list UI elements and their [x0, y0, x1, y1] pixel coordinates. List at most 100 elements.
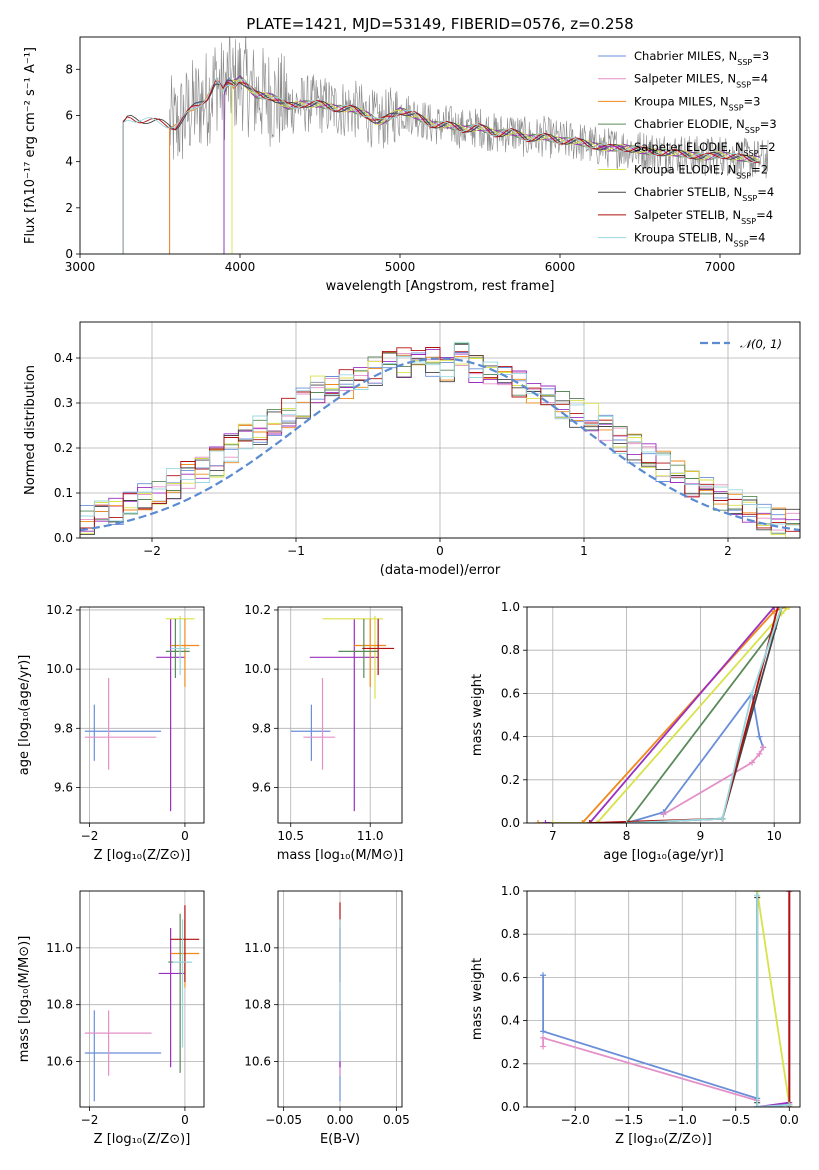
y-tick-label: 0.4 — [54, 351, 73, 365]
x-tick-label: −2 — [143, 544, 161, 558]
x-tick-label: 4000 — [225, 260, 256, 274]
x-axis-label: Z [log₁₀(Z/Z⊙)] — [94, 848, 191, 863]
weight-marker — [754, 892, 761, 899]
weight-marker — [542, 820, 549, 823]
observed-spectrum-line — [169, 37, 769, 179]
x-tick-label: 10 — [767, 829, 782, 843]
x-tick-label: 9 — [697, 829, 705, 843]
errorbar-point — [168, 913, 193, 1073]
y-tick-label: 0.6 — [501, 970, 520, 984]
y-tick-label: 0 — [65, 247, 73, 261]
plot-frame — [277, 890, 403, 1108]
y-tick-label: 0.1 — [54, 486, 73, 500]
x-axis-label: E(B-V) — [320, 1132, 360, 1147]
plot-area-age-vs-Z — [84, 615, 200, 812]
errorbar-point — [173, 919, 193, 1048]
y-tick-label: 0.0 — [501, 1100, 520, 1114]
x-tick-label: 6000 — [545, 260, 576, 274]
legend-entry: Salpeter ELODIE, NSSP=2 — [634, 140, 776, 158]
y-tick-label: 10.0 — [244, 662, 271, 676]
x-tick-label: −1 — [287, 544, 305, 558]
errorbar-point — [290, 704, 331, 761]
y-tick-label: 4 — [65, 155, 73, 169]
x-tick-label: 2 — [724, 544, 732, 558]
errorbar-point — [84, 704, 162, 761]
y-tick-label: 9.8 — [252, 721, 271, 735]
y-tick-label: 0.8 — [501, 927, 520, 941]
y-tick-label: 0.2 — [54, 441, 73, 455]
weight-marker — [660, 811, 667, 818]
weight-marker — [782, 607, 789, 610]
x-tick-label: 0 — [436, 544, 444, 558]
axes-mass-vs-Z: −2 0 10.6 10.8 11.0 Z [log₁₀(Z/Z⊙)] mass [log₁… — [17, 890, 205, 1147]
weight-marker — [540, 1028, 547, 1035]
x-axis-label: age [log₁₀(age/yr)] — [603, 848, 724, 863]
y-tick-label: 0.8 — [501, 643, 520, 657]
x-tick-label: 5000 — [385, 260, 416, 274]
y-tick-label: 9.6 — [54, 780, 73, 794]
plot-frame — [79, 890, 205, 1108]
axes-weight-vs-Z: −2.0 −1.5 −1.0 −0.5 0.0 0.0 0.2 0.4 0.6 0.8 1.0 Z [… — [470, 884, 801, 1147]
weight-marker — [774, 607, 781, 610]
y-tick-label: 10.0 — [46, 662, 73, 676]
x-tick-label: −1.0 — [668, 1113, 697, 1127]
x-tick-label: 0 — [181, 829, 189, 843]
x-tick-label: 0.00 — [327, 1113, 354, 1127]
x-tick-label: 0.05 — [383, 1113, 410, 1127]
x-axis-label: (data-model)/error — [380, 563, 501, 578]
y-tick-label: 0.4 — [501, 1014, 520, 1028]
legend-entry: Kroupa ELODIE, NSSP=2 — [634, 163, 768, 181]
plot-area-residual-histogram — [80, 341, 800, 538]
weight-marker — [535, 820, 542, 823]
plot-area-weight-vs-age — [535, 607, 792, 823]
y-tick-label: 8 — [65, 62, 73, 76]
y-tick-label: 0.0 — [501, 816, 520, 830]
weight-line — [756, 891, 791, 1105]
y-tick-label: 11.0 — [244, 941, 271, 955]
y-tick-label: 11.0 — [46, 941, 73, 955]
weight-marker — [778, 607, 785, 610]
plot-frame — [79, 606, 205, 824]
plot-area-weight-vs-Z — [540, 891, 793, 1107]
weight-marker — [756, 733, 763, 740]
y-axis-label: mass weight — [470, 958, 485, 1040]
axes-age-vs-Z: −2 0 9.6 9.8 10.0 10.2 Z [log₁₀(Z/Z⊙)] age [log… — [17, 603, 205, 863]
x-tick-label: −2.0 — [561, 1113, 590, 1127]
y-tick-label: 0.0 — [54, 531, 73, 545]
errorbar-point — [170, 905, 200, 982]
weight-marker — [540, 1043, 547, 1050]
y-tick-label: 10.2 — [244, 603, 271, 617]
y-tick-label: 10.2 — [46, 603, 73, 617]
histogram-step-line — [80, 341, 800, 538]
weight-marker — [623, 820, 630, 823]
errorbar-point — [158, 927, 185, 1068]
weight-marker — [771, 607, 778, 610]
plot-frame — [79, 321, 801, 539]
x-tick-label: 7 — [549, 829, 557, 843]
x-tick-label: −0.05 — [265, 1113, 302, 1127]
legend-entry: Chabrier MILES, NSSP=3 — [634, 49, 769, 67]
y-axis-label: Flux [fλ10⁻¹⁷ erg cm⁻² s⁻¹ A⁻¹] — [23, 47, 38, 244]
errorbar-point — [322, 615, 383, 699]
errorbar-point — [84, 1010, 162, 1102]
weight-marker — [749, 759, 756, 766]
weight-marker — [540, 1034, 547, 1041]
x-tick-label: −0.5 — [721, 1113, 750, 1127]
weight-line — [545, 607, 775, 823]
x-axis-label: Z [log₁₀(Z/Z⊙)] — [615, 1132, 712, 1147]
model-spectrum-line — [231, 78, 761, 254]
x-tick-label: 11.0 — [357, 829, 384, 843]
model-spectrum-line — [122, 80, 760, 254]
plot-area-age-vs-mass — [290, 615, 395, 812]
errorbar-point — [303, 678, 336, 770]
x-tick-label: −1.5 — [614, 1113, 643, 1127]
y-tick-label: 10.6 — [244, 1055, 271, 1069]
legend-entry: Chabrier ELODIE, NSSP=3 — [634, 117, 777, 135]
x-axis-label: Z [log₁₀(Z/Z⊙)] — [94, 1132, 191, 1147]
normal-reference-curve — [80, 357, 800, 532]
legend-entry: Salpeter STELIB, NSSP=4 — [634, 208, 773, 226]
y-tick-label: 0.6 — [501, 686, 520, 700]
weight-marker — [719, 815, 726, 822]
y-tick-label: 0.3 — [54, 396, 73, 410]
